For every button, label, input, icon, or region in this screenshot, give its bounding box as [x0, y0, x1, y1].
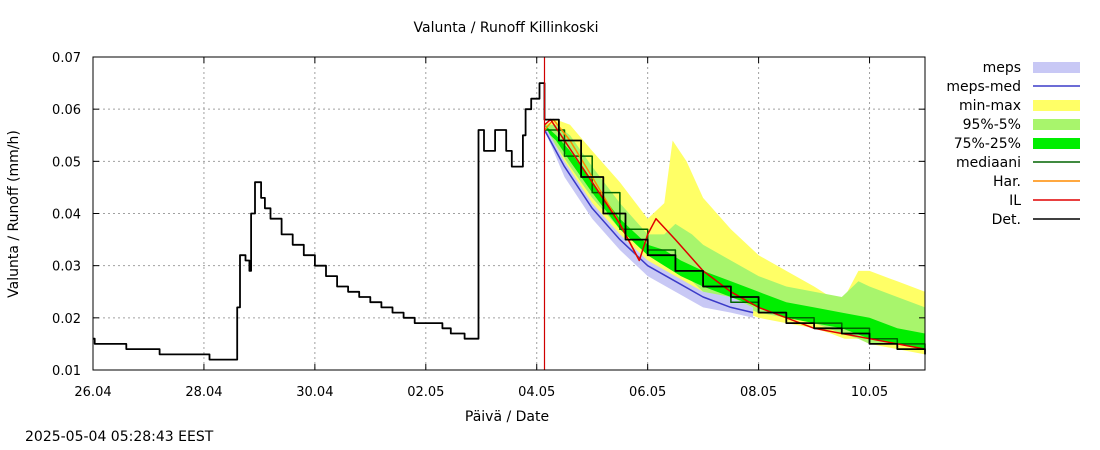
y-tick-label: 0.06: [52, 103, 81, 118]
x-tick-label: 26.04: [74, 385, 111, 400]
y-tick-label: 0.02: [52, 312, 81, 327]
x-axis-label: Päivä / Date: [465, 409, 549, 425]
x-tick-label: 06.05: [629, 385, 666, 400]
legend-label-meps: meps: [983, 60, 1021, 76]
legend-swatch-minmax: [1033, 100, 1080, 111]
legend-swatch-p95_5: [1033, 119, 1080, 130]
legend-label-mediaani: mediaani: [956, 155, 1021, 171]
legend-label-p75_25: 75%-25%: [954, 136, 1021, 152]
x-tick-label: 08.05: [740, 385, 777, 400]
bands: [545, 120, 926, 355]
chart-title: Valunta / Runoff Killinkoski: [414, 20, 599, 36]
axis-ticks: 26.04 28.04 30.04 02.05 04.05 06.05 08.05 10.05…: [52, 51, 925, 400]
x-tick-label: 02.05: [407, 385, 444, 400]
y-tick-label: 0.04: [52, 208, 81, 223]
y-tick-label: 0.03: [52, 260, 81, 275]
y-tick-label: 0.07: [52, 51, 81, 66]
x-tick-label: 30.04: [296, 385, 333, 400]
y-axis-label: Valunta / Runoff (mm/h): [6, 130, 22, 298]
x-tick-label: 10.05: [851, 385, 888, 400]
y-tick-label: 0.05: [52, 155, 81, 170]
legend-label-har: Har.: [993, 174, 1021, 190]
timestamp: 2025-05-04 05:28:43 EEST: [25, 429, 213, 445]
runoff-chart: Valunta / Runoff Killinkoski 26.04 28.04 3…: [0, 0, 1100, 450]
legend-label-det: Det.: [992, 212, 1021, 228]
legend-label-p95_5: 95%-5%: [963, 117, 1021, 133]
legend: meps meps-med min-max 95%-5% 75%-25% mediaani…: [946, 60, 1080, 228]
legend-label-minmax: min-max: [959, 98, 1021, 114]
y-tick-label: 0.01: [52, 364, 81, 379]
legend-swatch-meps: [1033, 62, 1080, 73]
legend-label-meps_med: meps-med: [946, 79, 1021, 95]
x-tick-label: 04.05: [518, 385, 555, 400]
legend-label-il: IL: [1009, 193, 1021, 209]
x-tick-label: 28.04: [185, 385, 222, 400]
legend-swatch-p75_25: [1033, 138, 1080, 149]
